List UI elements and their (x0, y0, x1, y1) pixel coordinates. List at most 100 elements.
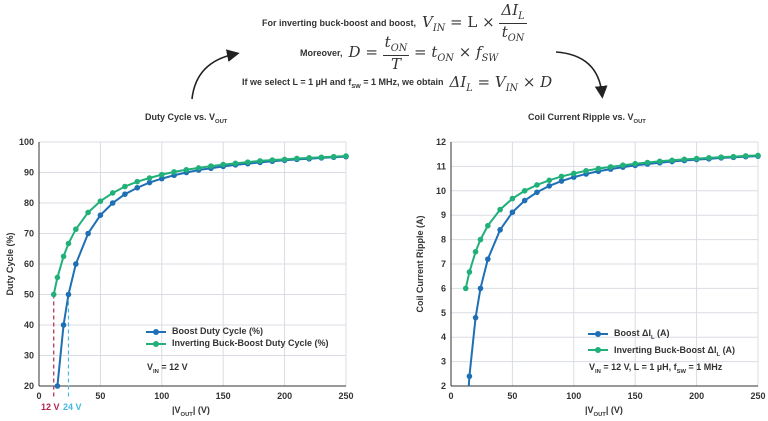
data-point-inverting (318, 154, 325, 161)
x-tick-label: 150 (628, 391, 643, 401)
data-point-inverting (620, 162, 626, 168)
legend-item-inverting: Inverting Buck-Boost Duty Cycle (%) (146, 337, 329, 349)
data-point-boost (134, 184, 141, 191)
x-tick-label: 0 (448, 391, 453, 401)
data-point-boost (472, 314, 479, 321)
data-point-inverting (171, 169, 177, 175)
y-tick-label: 6 (441, 283, 446, 293)
left-curved-arrow-icon (191, 49, 240, 100)
equation-line-2: Moreover, D = tON T = tON × fSW (300, 34, 498, 72)
eq2-lhs: D = (348, 43, 383, 61)
y-tick-label: 11 (436, 161, 446, 171)
data-point-boost (122, 191, 128, 197)
title-text: Duty Cycle vs. V (145, 112, 216, 122)
data-point-inverting (718, 154, 724, 160)
data-point-inverting (644, 159, 651, 166)
x-tick-label: 100 (154, 391, 169, 401)
data-point-inverting (294, 155, 300, 162)
xlabel-b: | (V) (192, 405, 210, 415)
data-point-inverting (54, 274, 61, 281)
ann-a: V (589, 362, 596, 372)
data-point-boost (60, 322, 67, 328)
data-point-inverting (281, 156, 288, 163)
eq3-a: ΔI (449, 72, 467, 91)
ann-c: = 1 MHz (686, 362, 723, 372)
eq3-text-sub: SW (351, 83, 361, 90)
ann-sub2: SW (676, 368, 687, 375)
data-point-inverting (571, 170, 577, 177)
eq2-rhs1: = t (414, 43, 438, 61)
eq1-num-sub: L (518, 10, 525, 22)
eq1-lhs: V (422, 13, 433, 31)
right-y-axis-label: Coil Current Ripple (A) (415, 215, 425, 313)
data-point-inverting (134, 178, 141, 185)
ann-a: V (147, 362, 154, 372)
equation-line-1: For inverting buck-boost and boost, VIN … (262, 2, 527, 43)
data-point-inverting (73, 226, 79, 233)
eq3-b-sub: IN (505, 82, 519, 94)
data-point-inverting (462, 285, 469, 292)
y-tick-label: 5 (441, 308, 446, 318)
ann-sub: IN (153, 368, 159, 375)
y-tick-label: 7 (441, 259, 446, 269)
eq1-num: ΔI (501, 0, 519, 19)
data-point-inverting (546, 177, 553, 184)
data-point-inverting (466, 269, 473, 275)
data-point-inverting (330, 153, 337, 160)
data-point-boost (146, 179, 153, 186)
data-point-boost (546, 183, 553, 189)
legend-label-b: (A) (720, 344, 736, 355)
data-point-inverting (485, 222, 491, 229)
arrows (191, 49, 608, 100)
x-tick-label: 150 (216, 391, 231, 401)
data-point-inverting (477, 236, 484, 243)
y-tick-label: 2 (441, 381, 446, 391)
ann-sub: IN (595, 368, 601, 375)
legend-label: Boost ΔI (614, 328, 651, 338)
legend-item-boost: Boost ΔIL (A) (588, 327, 735, 344)
data-point-boost (477, 285, 484, 292)
equation-1-text: For inverting buck-boost and boost, (262, 18, 416, 28)
data-point-inverting (472, 249, 479, 255)
marker-label-24v: 24 V (63, 402, 82, 412)
eq2-fraction: tON T (382, 34, 410, 72)
x-tick-label: 100 (566, 391, 581, 401)
data-point-inverting (632, 160, 638, 167)
xlabel-a: |V (585, 405, 594, 415)
legend-item-inverting: Inverting Buck-Boost ΔIL (A) (588, 344, 735, 361)
data-point-inverting (122, 183, 128, 190)
right-curved-arrow-icon (555, 51, 608, 99)
title-sub: OUT (633, 118, 646, 125)
data-point-inverting (509, 195, 516, 202)
data-point-inverting (583, 167, 589, 174)
x-tick-label: 50 (95, 391, 105, 401)
data-point-boost (497, 227, 503, 233)
data-point-inverting (595, 165, 602, 172)
data-point-inverting (755, 152, 761, 159)
legend-label: Inverting Buck-Boost ΔI (614, 344, 717, 355)
marker-label-12v: 12 V (41, 402, 60, 412)
eq1-fraction: ΔIL tON (499, 0, 527, 44)
xlabel-a: |V (172, 405, 181, 415)
xlabel-b: | (V) (605, 405, 623, 415)
title-text: Coil Current Ripple vs. V (528, 112, 634, 122)
data-point-inverting (232, 160, 239, 167)
y-tick-label: 40 (24, 320, 34, 330)
data-point-inverting (706, 155, 712, 161)
data-point-boost (97, 212, 104, 218)
data-point-inverting (306, 155, 312, 161)
left-x-axis-label: |VOUT| (V) (172, 405, 210, 418)
legend-swatch (146, 328, 166, 335)
equation-1: VIN = L × ΔIL tON (422, 2, 527, 44)
x-tick-label: 250 (338, 391, 353, 401)
xlabel-sub: OUT (180, 411, 193, 418)
equation-line-3: If we select L = 1 µH and fSW = 1 MHz, w… (242, 72, 552, 94)
data-point-inverting (85, 209, 91, 216)
equation-2-text: Moreover, (300, 48, 343, 58)
x-tick-label: 200 (277, 391, 292, 401)
x-tick-label: 0 (36, 391, 41, 401)
data-point-inverting (343, 153, 349, 159)
right-chart-title: Coil Current Ripple vs. VOUT (528, 112, 646, 125)
data-point-inverting (681, 156, 688, 163)
